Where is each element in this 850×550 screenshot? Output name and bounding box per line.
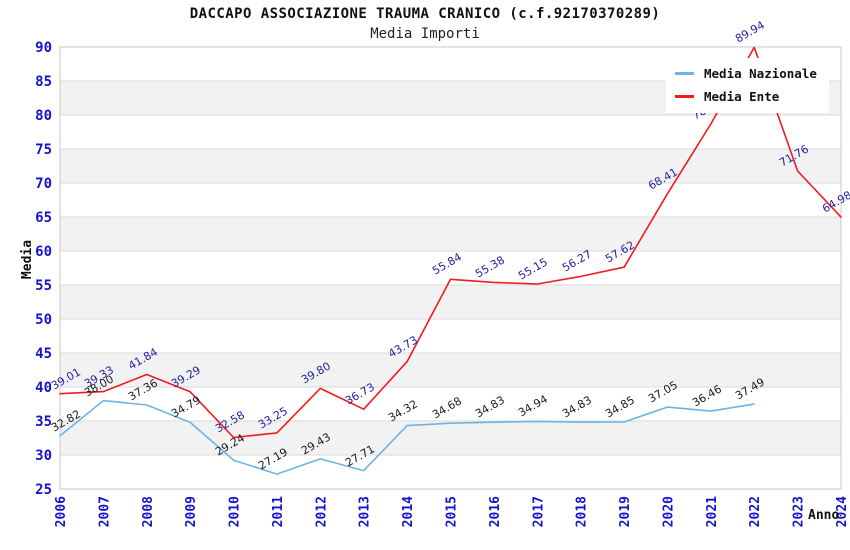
y-axis-title: Media [20,239,36,280]
plot-band [60,353,841,387]
plot-band [60,421,841,455]
series-line-media-nazionale [59,399,756,475]
x-tick-label: 2021 [705,496,720,527]
y-tick-label: 50 [35,312,52,328]
chart-subtitle: Media Importi [370,26,480,42]
y-tick-label: 85 [35,74,52,90]
x-tick-label: 2008 [141,496,156,527]
x-tick-label: 2014 [401,496,416,527]
y-tick-label: 25 [35,482,52,498]
x-tick-label: 2010 [228,496,243,527]
y-tick-label: 80 [35,108,52,124]
x-tick-label: 2013 [358,496,373,527]
x-tick-label: 2020 [661,496,676,527]
x-tick-label: 2011 [271,496,286,527]
y-tick-label: 65 [35,210,52,226]
x-tick-label: 2024 [835,496,850,527]
plot-band [60,285,841,319]
y-tick-label: 90 [35,40,52,56]
legend-item-media-nazionale: Media Nazionale [675,66,817,81]
y-tick-label: 60 [35,244,52,260]
x-axis-title: Anno [808,508,840,523]
x-tick-label: 2022 [748,496,763,527]
series-line-media-ente [59,46,842,439]
y-tick-label: 70 [35,176,52,192]
x-tick-label: 2012 [314,496,329,527]
x-tick-label: 2019 [618,496,633,527]
x-tick-label: 2006 [54,496,69,527]
y-tick-label: 40 [35,380,52,396]
plot-band [60,149,841,183]
plot-border [59,46,842,490]
x-tick-label: 2018 [575,496,590,527]
x-tick-label: 2015 [445,496,460,527]
legend-item-media-ente: Media Ente [675,89,817,104]
x-tick-label: 2023 [792,496,807,527]
x-tick-label: 2007 [97,496,112,527]
y-tick-label: 55 [35,278,52,294]
y-tick-label: 30 [35,448,52,464]
plot-band [60,217,841,251]
legend-label-media-ente: Media Ente [704,89,780,104]
media-ente-line-swatch-icon [675,95,694,98]
x-tick-label: 2009 [184,496,199,527]
y-tick-label: 35 [35,414,52,430]
x-tick-label: 2017 [531,496,546,527]
y-tick-label: 75 [35,142,52,158]
media-nazionale-line-swatch-icon [675,72,694,75]
x-tick-label: 2016 [488,496,503,527]
legend-label-media-nazionale: Media Nazionale [704,66,817,81]
y-tick-label: 45 [35,346,52,362]
chart-title: DACCAPO ASSOCIAZIONE TRAUMA CRANICO (c.f… [189,6,661,22]
legend: Media Nazionale Media Ente [666,58,829,113]
